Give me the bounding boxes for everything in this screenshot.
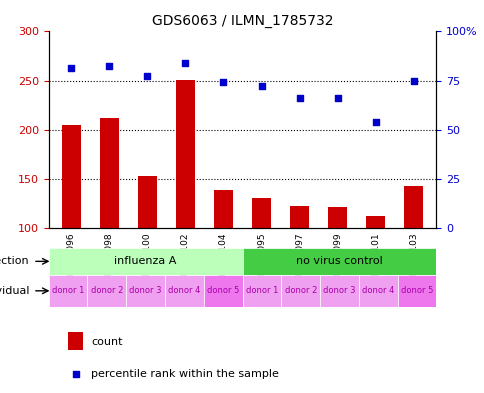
Text: donor 5: donor 5 [207,286,239,295]
Point [257,83,265,90]
Text: donor 3: donor 3 [129,286,162,295]
Text: percentile rank within the sample: percentile rank within the sample [91,369,278,378]
Bar [137,176,157,228]
FancyBboxPatch shape [203,275,242,307]
FancyBboxPatch shape [242,248,436,275]
Text: donor 5: donor 5 [400,286,432,295]
Text: donor 1: donor 1 [245,286,277,295]
Point [409,77,417,84]
Text: donor 4: donor 4 [362,286,393,295]
Text: count: count [91,337,122,347]
Text: donor 2: donor 2 [91,286,122,295]
Point [333,95,341,101]
Text: individual: individual [0,286,29,296]
Point [72,370,79,376]
Point [295,95,303,101]
Point [67,64,75,71]
Text: no virus control: no virus control [296,256,382,266]
FancyBboxPatch shape [242,275,281,307]
Text: donor 3: donor 3 [322,286,355,295]
Text: donor 1: donor 1 [52,286,84,295]
Bar [327,208,347,228]
Point [181,60,189,66]
Title: GDS6063 / ILMN_1785732: GDS6063 / ILMN_1785732 [151,14,333,28]
FancyBboxPatch shape [397,275,436,307]
FancyBboxPatch shape [165,275,203,307]
Bar [176,79,195,228]
Text: infection: infection [0,256,29,266]
Bar [100,118,119,228]
Text: donor 2: donor 2 [284,286,316,295]
Text: influenza A: influenza A [114,256,176,266]
FancyBboxPatch shape [87,275,126,307]
Bar [252,198,271,228]
Bar [365,216,384,228]
Bar [213,189,232,228]
FancyBboxPatch shape [319,275,358,307]
Point [371,119,379,125]
FancyBboxPatch shape [358,275,397,307]
Point [105,63,113,69]
Bar [61,125,81,228]
Text: donor 4: donor 4 [168,286,200,295]
Bar [289,206,308,228]
FancyBboxPatch shape [48,248,242,275]
Bar [68,332,83,350]
Bar [403,185,423,228]
FancyBboxPatch shape [48,275,87,307]
Point [143,72,151,79]
FancyBboxPatch shape [126,275,165,307]
Point [219,79,227,85]
FancyBboxPatch shape [281,275,319,307]
